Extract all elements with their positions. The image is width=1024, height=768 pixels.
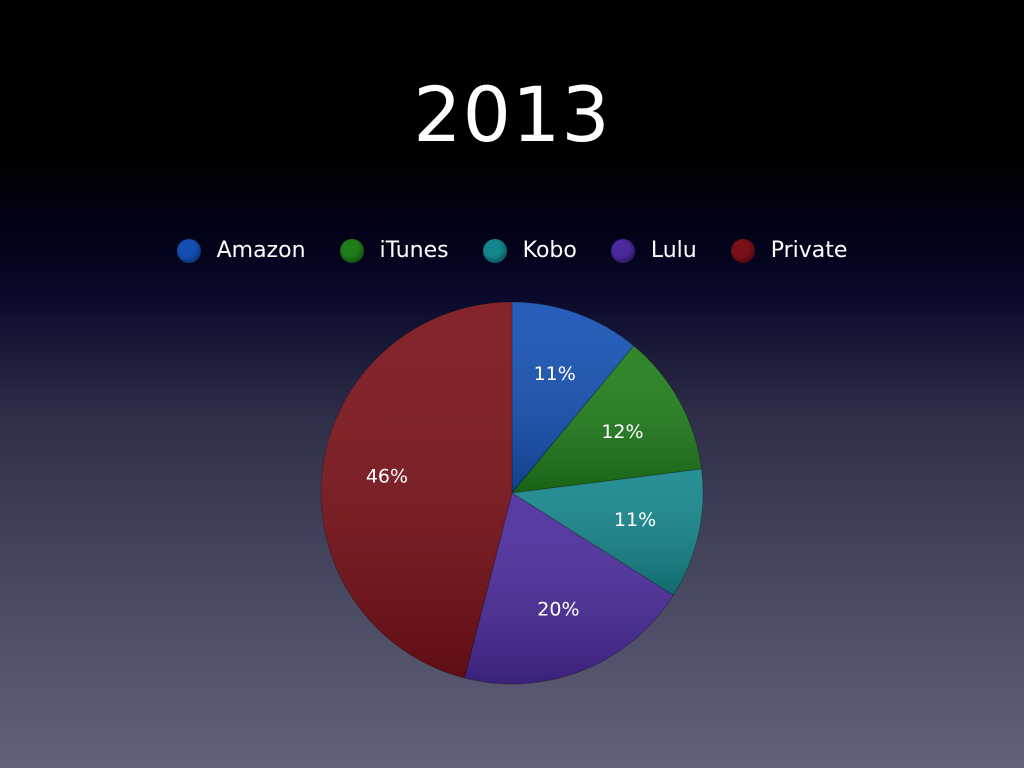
pie-label-amazon: 11% xyxy=(534,363,576,385)
legend-label-kobo: Kobo xyxy=(522,238,577,263)
legend-item-private: Private xyxy=(730,235,848,267)
slide-title: 2013 xyxy=(413,70,611,159)
pie-label-lulu: 20% xyxy=(537,599,579,621)
legend-swatch-private xyxy=(730,239,755,263)
legend-label-private: Private xyxy=(770,238,848,263)
legend-item-lulu: Lulu xyxy=(610,235,697,267)
legend-swatch-lulu xyxy=(610,239,635,263)
pie-labels: 11% 12% 11% 20% 46% xyxy=(366,363,656,621)
pie-slice-shade-amazon xyxy=(512,302,634,493)
pie-slice-shade-lulu xyxy=(464,493,674,684)
pie-slice-shade-kobo xyxy=(512,469,703,596)
pie-label-private: 46% xyxy=(366,466,408,488)
pie-label-kobo: 11% xyxy=(614,509,656,531)
pie-slice-shade-private xyxy=(320,302,512,678)
legend-label-itunes: iTunes xyxy=(379,238,449,263)
legend-item-kobo: Kobo xyxy=(482,235,577,267)
pie-label-itunes: 12% xyxy=(601,421,643,443)
legend-swatch-amazon xyxy=(176,239,201,263)
legend-label-lulu: Lulu xyxy=(650,238,697,263)
pie-slices xyxy=(320,301,704,685)
legend-swatch-itunes xyxy=(339,239,364,263)
legend-label-amazon: Amazon xyxy=(216,238,306,263)
chart-legend: Amazon iTunes Kobo Lulu Private xyxy=(0,235,1024,267)
pie-slice-shade-itunes xyxy=(512,345,702,493)
legend-item-itunes: iTunes xyxy=(339,235,449,267)
legend-item-amazon: Amazon xyxy=(176,235,306,267)
legend-swatch-kobo xyxy=(482,239,507,263)
